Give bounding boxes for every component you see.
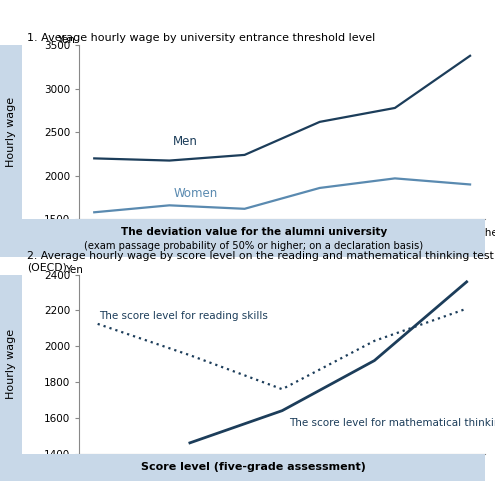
Text: (exam passage probability of 50% or higher; on a declaration basis): (exam passage probability of 50% or high…: [84, 241, 423, 251]
Text: Yen: Yen: [65, 265, 83, 275]
Text: 1. Average hourly wage by university entrance threshold level: 1. Average hourly wage by university ent…: [27, 33, 376, 43]
Text: 2. Average hourly wage by score level on the reading and mathematical thinking t: 2. Average hourly wage by score level on…: [27, 250, 494, 272]
Text: Men: Men: [173, 136, 198, 148]
Text: Score level (five-grade assessment): Score level (five-grade assessment): [141, 463, 366, 472]
Text: The score level for mathematical thinking: The score level for mathematical thinkin…: [290, 418, 495, 428]
Text: Hourly wage: Hourly wage: [6, 97, 16, 167]
Text: The score level for reading skills: The score level for reading skills: [99, 310, 268, 321]
Text: The deviation value for the alumni university: The deviation value for the alumni unive…: [121, 227, 387, 237]
Text: Women: Women: [173, 186, 217, 200]
Text: Hourly wage: Hourly wage: [6, 329, 16, 399]
Text: Yen: Yen: [56, 35, 75, 45]
